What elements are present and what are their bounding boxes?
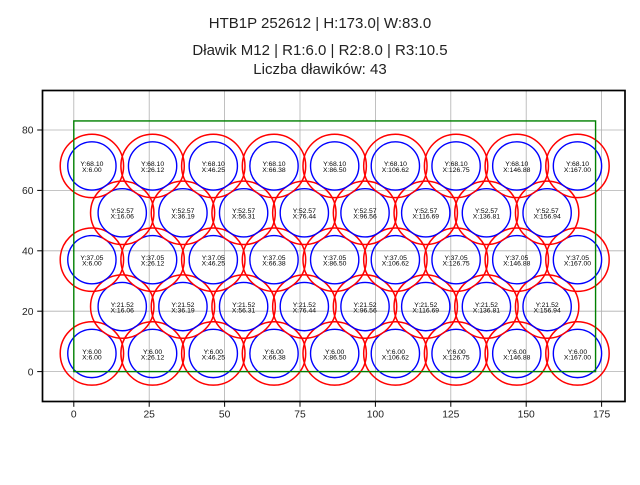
svg-text:X:6.00: X:6.00 <box>82 261 102 268</box>
svg-text:X:146.88: X:146.88 <box>503 354 530 361</box>
svg-text:X:106.62: X:106.62 <box>382 261 409 268</box>
svg-text:X:66.38: X:66.38 <box>262 261 286 268</box>
svg-text:0: 0 <box>28 367 34 378</box>
svg-text:X:76.44: X:76.44 <box>293 214 317 221</box>
svg-text:X:66.38: X:66.38 <box>262 167 286 174</box>
svg-text:80: 80 <box>22 126 34 137</box>
svg-text:X:36.19: X:36.19 <box>171 308 195 315</box>
svg-text:40: 40 <box>22 247 34 258</box>
svg-text:X:56.31: X:56.31 <box>232 214 256 221</box>
svg-text:X:126.75: X:126.75 <box>442 354 469 361</box>
svg-text:50: 50 <box>219 410 231 421</box>
svg-text:X:46.25: X:46.25 <box>202 167 226 174</box>
svg-text:X:146.88: X:146.88 <box>503 261 530 268</box>
svg-text:X:116.69: X:116.69 <box>412 214 439 221</box>
svg-text:X:96.56: X:96.56 <box>353 308 377 315</box>
svg-text:150: 150 <box>518 410 535 421</box>
svg-text:X:126.75: X:126.75 <box>442 261 469 268</box>
svg-text:X:26.12: X:26.12 <box>141 354 165 361</box>
svg-text:X:36.19: X:36.19 <box>171 214 195 221</box>
svg-text:X:6.00: X:6.00 <box>82 354 102 361</box>
svg-text:20: 20 <box>22 307 34 318</box>
svg-text:X:126.75: X:126.75 <box>442 167 469 174</box>
svg-text:X:106.62: X:106.62 <box>382 354 409 361</box>
svg-text:X:96.56: X:96.56 <box>353 214 377 221</box>
svg-text:X:167.00: X:167.00 <box>564 167 591 174</box>
svg-text:X:46.25: X:46.25 <box>202 354 226 361</box>
svg-text:X:76.44: X:76.44 <box>293 308 317 315</box>
svg-text:X:16.06: X:16.06 <box>111 308 135 315</box>
svg-text:X:46.25: X:46.25 <box>202 261 226 268</box>
svg-text:100: 100 <box>367 410 384 421</box>
svg-text:75: 75 <box>294 410 306 421</box>
svg-text:X:16.06: X:16.06 <box>111 214 135 221</box>
svg-text:X:86.50: X:86.50 <box>323 261 347 268</box>
svg-text:X:26.12: X:26.12 <box>141 167 165 174</box>
svg-text:X:86.50: X:86.50 <box>323 167 347 174</box>
svg-text:175: 175 <box>593 410 610 421</box>
svg-text:X:136.81: X:136.81 <box>473 214 500 221</box>
svg-text:X:136.81: X:136.81 <box>473 308 500 315</box>
svg-text:X:66.38: X:66.38 <box>262 354 286 361</box>
svg-text:X:167.00: X:167.00 <box>564 261 591 268</box>
svg-text:X:116.69: X:116.69 <box>412 308 439 315</box>
svg-text:X:56.31: X:56.31 <box>232 308 256 315</box>
svg-text:60: 60 <box>22 186 34 197</box>
svg-text:X:86.50: X:86.50 <box>323 354 347 361</box>
svg-text:X:146.88: X:146.88 <box>503 167 530 174</box>
svg-text:X:106.62: X:106.62 <box>382 167 409 174</box>
svg-text:125: 125 <box>442 410 459 421</box>
svg-text:25: 25 <box>143 410 155 421</box>
svg-text:X:156.94: X:156.94 <box>534 214 561 221</box>
svg-text:0: 0 <box>71 410 77 421</box>
svg-text:X:167.00: X:167.00 <box>564 354 591 361</box>
svg-text:X:6.00: X:6.00 <box>82 167 102 174</box>
svg-text:X:156.94: X:156.94 <box>534 308 561 315</box>
svg-text:X:26.12: X:26.12 <box>141 261 165 268</box>
